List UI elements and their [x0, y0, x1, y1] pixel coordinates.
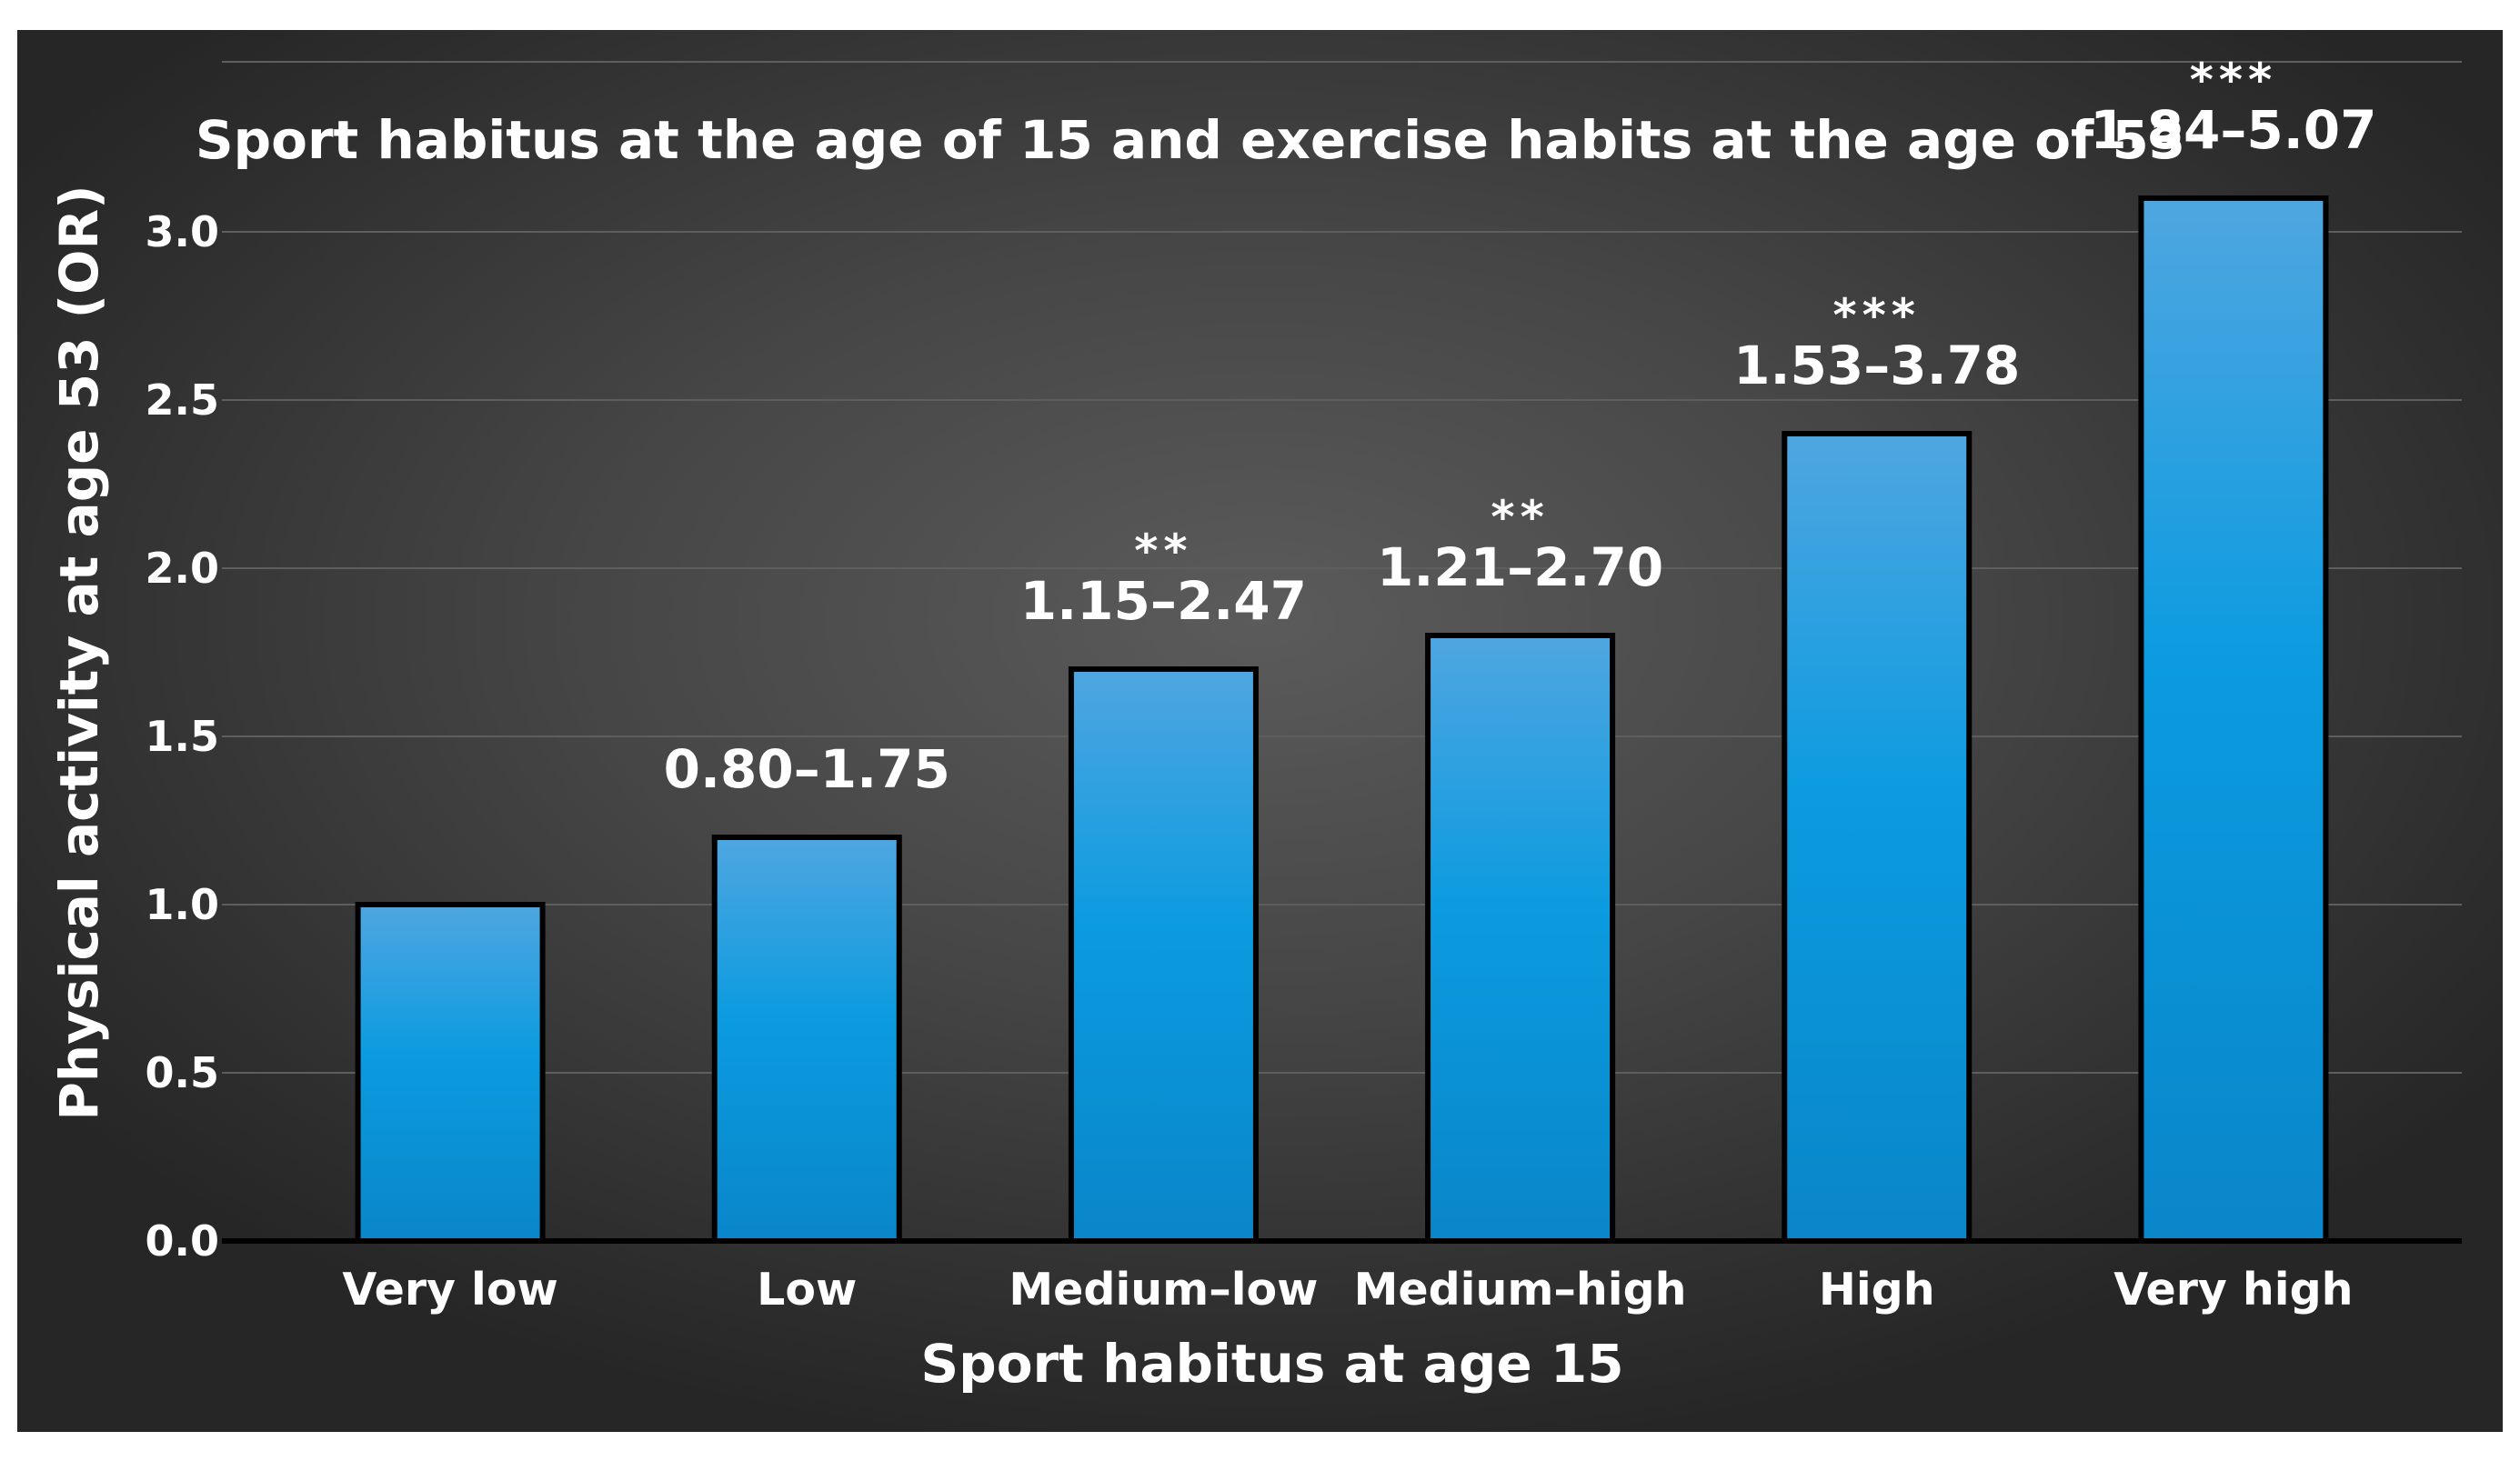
x-tick-label: Medium–high: [1354, 1264, 1687, 1316]
y-tick-label: 1.5: [146, 712, 220, 761]
significance-label: **: [1491, 491, 1549, 544]
ci-label: 1.21–2.70: [1377, 536, 1663, 598]
bar: [711, 835, 902, 1244]
y-tick-label: 2.0: [146, 544, 220, 593]
x-tick-label: High: [1819, 1264, 1935, 1316]
bar: [1782, 431, 1973, 1244]
significance-label: ***: [2190, 54, 2277, 106]
ci-label: 1.53–3.78: [1733, 335, 2020, 396]
y-tick-label: 0.5: [146, 1048, 220, 1097]
significance-label: ***: [1833, 289, 1921, 342]
bar: [355, 902, 546, 1244]
chart-panel: 0.0 0.5 1.0 1.5 2.0 2.5 3.0 Very low Low 0.80–1.7…: [17, 30, 2503, 1432]
y-axis-title: Physical activity at age 53 (OR): [48, 185, 110, 1120]
x-axis-title: Sport habitus at age 15: [920, 1333, 1623, 1395]
y-tick-label: 1.0: [146, 880, 220, 929]
ci-label: 1.84–5.07: [2090, 99, 2376, 161]
significance-label: **: [1134, 525, 1192, 577]
bar: [2138, 195, 2329, 1244]
x-tick-label: Low: [757, 1264, 857, 1316]
y-tick-label: 2.5: [146, 375, 220, 425]
ci-label: 0.80–1.75: [664, 738, 950, 800]
bar: [1425, 633, 1616, 1244]
x-tick-label: Very high: [2113, 1264, 2353, 1316]
chart-title: Sport habitus at the age of 15 and exerc…: [196, 109, 2185, 171]
x-tick-label: Very low: [342, 1264, 557, 1316]
bar: [1068, 666, 1259, 1244]
y-tick-label: 3.0: [146, 207, 220, 256]
bar-chart: 0.0 0.5 1.0 1.5 2.0 2.5 3.0 Very low Low 0.80–1.7…: [48, 54, 2462, 1395]
ci-label: 1.15–2.47: [1020, 570, 1307, 632]
x-tick-label: Medium–low: [1009, 1264, 1318, 1316]
y-tick-label: 0.0: [146, 1216, 220, 1266]
